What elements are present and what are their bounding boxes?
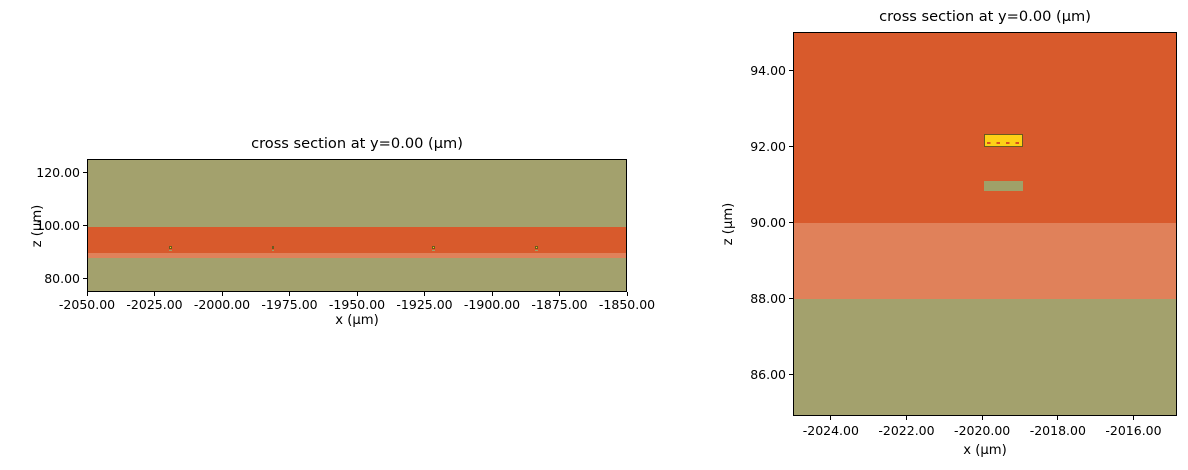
x-tick-label: -1875.00	[531, 297, 588, 312]
x-tick-mark	[1132, 416, 1134, 420]
x-tick-mark	[830, 416, 832, 420]
x-tick-label: -2025.00	[126, 297, 183, 312]
x-tick-mark	[424, 292, 425, 296]
x-tick-label: -1925.00	[396, 297, 453, 312]
x-tick-label: -1900.00	[463, 297, 521, 312]
x-tick-label: -2050.00	[58, 297, 116, 312]
y-tick-mark	[83, 278, 87, 280]
x-tick-label: -1975.00	[261, 297, 318, 312]
x-tick-mark	[905, 416, 907, 420]
y-tick-label: 80.00	[44, 271, 80, 287]
x-tick-mark	[154, 292, 155, 296]
x-tick-label: -2018.00	[1029, 423, 1086, 438]
y-tick-label: 120.00	[36, 164, 80, 180]
olive-bar	[984, 181, 1024, 192]
olive-bar	[432, 250, 435, 251]
x-axis-label: x (μm)	[335, 313, 379, 328]
olive-bar	[271, 250, 275, 251]
x-tick-label: -2022.00	[878, 423, 935, 438]
olive-bar	[169, 250, 172, 251]
x-tick-mark	[221, 292, 223, 296]
x-tick-mark	[981, 416, 983, 420]
y-tick-label: 86.00	[750, 366, 786, 382]
x-tick-mark	[356, 292, 358, 296]
gold-bar	[534, 245, 538, 249]
layer-band-orange-core-layer	[88, 226, 626, 254]
axes-frame	[793, 32, 1177, 416]
x-tick-label: -2000.00	[193, 297, 251, 312]
plot-title: cross section at y=0.00 (μm)	[251, 135, 463, 152]
y-tick-label: 88.00	[750, 290, 786, 306]
y-tick-mark	[789, 221, 793, 223]
x-tick-label: -1850.00	[598, 297, 656, 312]
x-tick-label: -2016.00	[1105, 423, 1162, 438]
layer-band-salmon-sublayer	[88, 253, 626, 259]
y-tick-mark	[789, 297, 793, 299]
x-axis-label: x (μm)	[963, 443, 1007, 458]
gold-bar	[984, 134, 1024, 147]
y-tick-mark	[789, 146, 793, 148]
x-tick-mark	[86, 292, 88, 296]
layer-band-salmon-sublayer	[794, 223, 1176, 300]
olive-bar	[534, 250, 538, 251]
x-tick-mark	[289, 292, 290, 296]
y-tick-label: 94.00	[750, 63, 786, 79]
gold-bar	[432, 245, 435, 249]
x-tick-label: -2020.00	[954, 423, 1011, 438]
gold-bar	[271, 245, 275, 249]
x-tick-mark	[559, 292, 560, 296]
y-tick-mark	[789, 70, 793, 72]
y-tick-mark	[83, 171, 87, 173]
x-tick-mark	[1057, 416, 1059, 420]
y-tick-label: 90.00	[750, 214, 786, 230]
layer-band-olive-cladding	[88, 160, 626, 291]
axes-frame	[87, 159, 627, 292]
y-tick-mark	[83, 225, 87, 226]
x-tick-label: -2024.00	[802, 423, 859, 438]
y-tick-mark	[789, 373, 793, 375]
gold-bar-dashes	[987, 141, 1021, 145]
y-tick-label: 100.00	[36, 218, 80, 233]
gold-bar	[169, 245, 172, 249]
x-tick-mark	[626, 292, 628, 296]
y-tick-label: 92.00	[750, 139, 786, 155]
x-tick-label: -1950.00	[328, 297, 386, 312]
x-tick-mark	[491, 292, 493, 296]
layer-band-orange-core-layer	[794, 33, 1176, 224]
plot-title: cross section at y=0.00 (μm)	[879, 8, 1091, 25]
